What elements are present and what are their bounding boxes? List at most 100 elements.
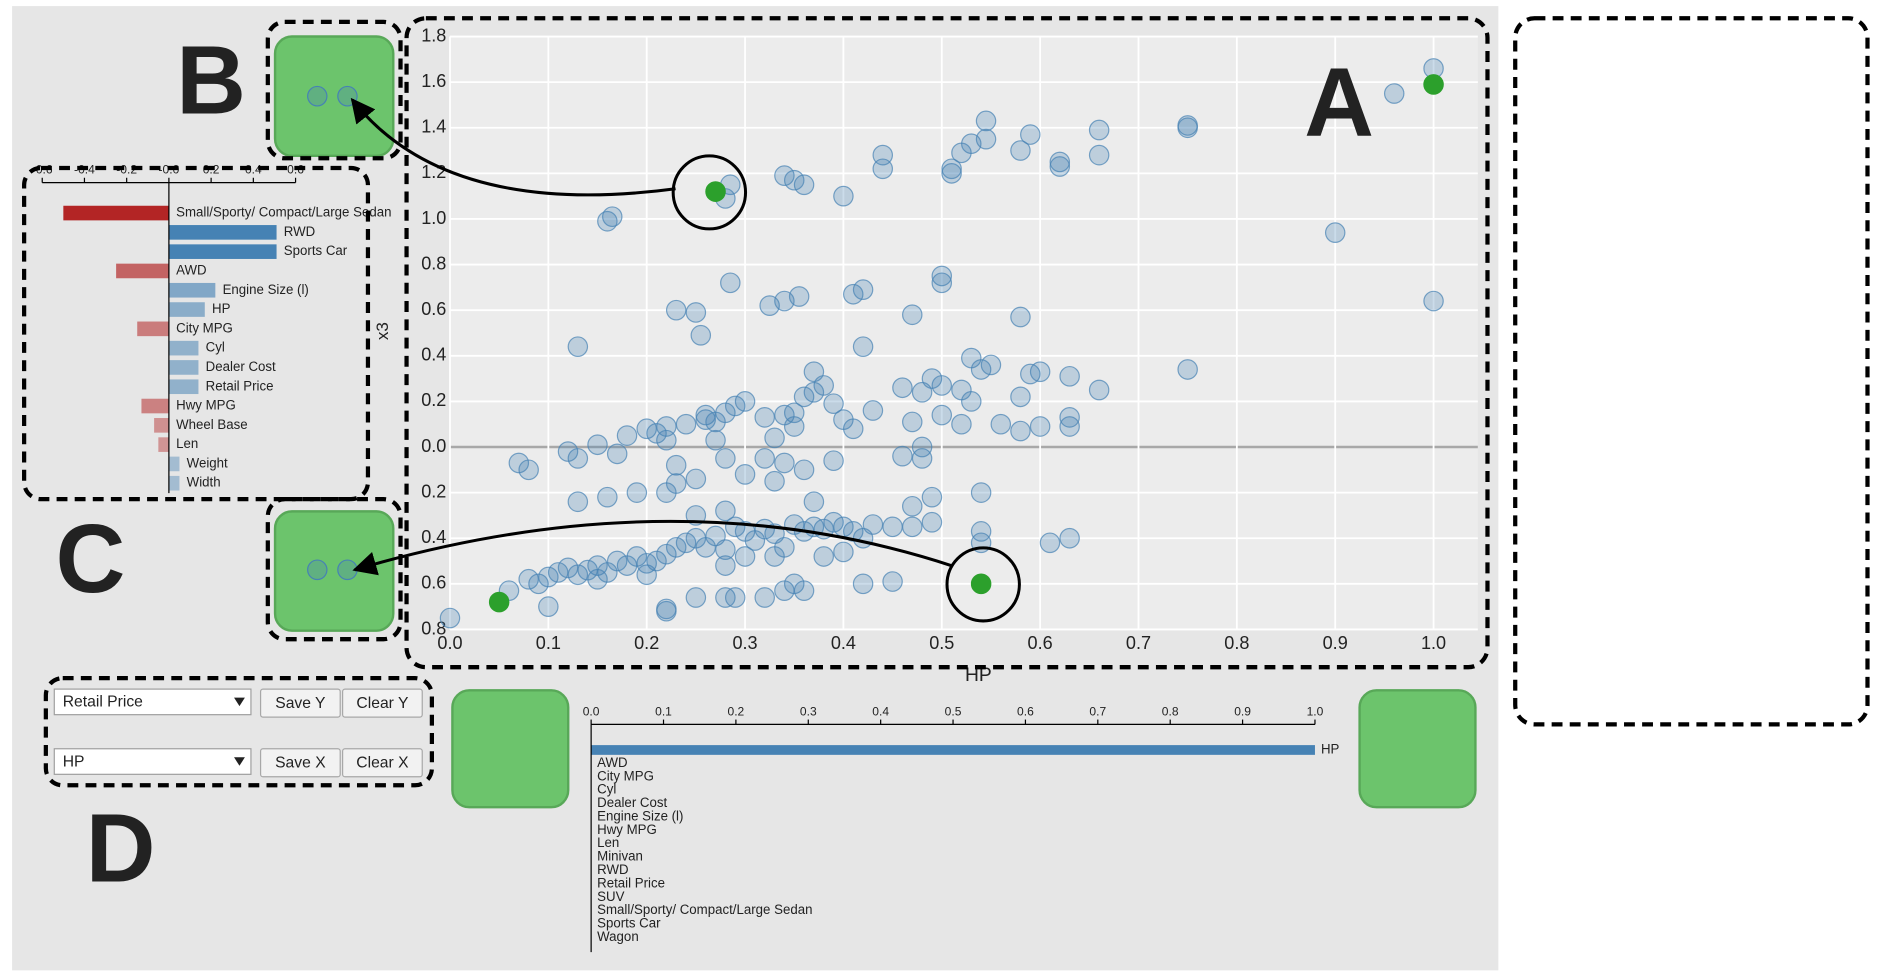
car-point[interactable] [774, 165, 795, 186]
car-point[interactable] [754, 448, 775, 469]
car-point[interactable] [636, 564, 657, 586]
car-point[interactable] [892, 445, 913, 467]
car-point[interactable] [813, 375, 834, 396]
car-point[interactable] [439, 607, 461, 629]
car-point[interactable] [793, 174, 815, 196]
car-point[interactable] [715, 448, 736, 469]
car-point[interactable] [788, 286, 810, 307]
car-point[interactable] [931, 272, 953, 294]
car-point[interactable] [823, 393, 844, 415]
saved-y-thumbnail[interactable] [273, 35, 395, 158]
car-point[interactable] [656, 429, 677, 451]
car-point[interactable] [606, 443, 628, 465]
car-point[interactable] [715, 500, 736, 522]
car-point[interactable] [764, 427, 785, 449]
car-point[interactable] [852, 336, 874, 358]
car-point[interactable] [675, 532, 697, 554]
car-point[interactable] [852, 279, 874, 301]
car-point[interactable] [1049, 151, 1071, 173]
car-point[interactable] [774, 452, 795, 474]
car-point[interactable] [547, 562, 569, 583]
car-point[interactable] [813, 546, 834, 567]
car-point[interactable] [911, 448, 933, 469]
car-point[interactable] [685, 302, 707, 323]
car-point[interactable] [567, 448, 589, 469]
button-label[interactable]: Clear Y [356, 695, 408, 712]
car-point[interactable] [1059, 407, 1080, 428]
car-point[interactable] [892, 377, 913, 399]
car-point[interactable] [902, 304, 923, 326]
car-point[interactable] [990, 413, 1012, 435]
car-point[interactable] [665, 473, 687, 494]
car-point[interactable] [1059, 365, 1080, 387]
car-point[interactable] [1059, 416, 1080, 437]
car-point[interactable] [734, 546, 756, 567]
car-point[interactable] [842, 283, 864, 305]
selected-car-point[interactable] [705, 181, 726, 202]
car-point[interactable] [656, 598, 677, 620]
car-point[interactable] [941, 163, 962, 184]
car-point[interactable] [606, 550, 628, 572]
car-point[interactable] [1059, 527, 1080, 549]
car-point[interactable] [911, 436, 933, 458]
car-point[interactable] [1088, 379, 1110, 401]
car-point[interactable] [970, 359, 992, 380]
car-point[interactable] [597, 486, 618, 508]
car-point[interactable] [685, 468, 707, 490]
car-point[interactable] [941, 158, 962, 180]
car-point[interactable] [862, 514, 884, 535]
car-point[interactable] [793, 386, 815, 408]
car-point[interactable] [1010, 140, 1031, 161]
car-point[interactable] [882, 516, 903, 538]
car-point[interactable] [931, 265, 953, 287]
car-point[interactable] [833, 541, 854, 563]
button[interactable] [259, 688, 341, 718]
selected-car-point[interactable] [1423, 74, 1444, 95]
car-point[interactable] [921, 486, 943, 508]
button-label[interactable]: Save Y [275, 695, 326, 712]
car-point[interactable] [1029, 416, 1051, 437]
car-point[interactable] [1010, 420, 1031, 442]
car-point[interactable] [975, 110, 997, 132]
car-point[interactable] [862, 400, 884, 421]
car-point[interactable] [734, 391, 756, 412]
car-point[interactable] [970, 482, 992, 503]
car-point[interactable] [567, 491, 589, 513]
car-point[interactable] [720, 272, 741, 294]
selected-car-point[interactable] [970, 573, 992, 595]
car-point[interactable] [754, 587, 775, 608]
button[interactable] [342, 748, 423, 778]
car-point[interactable] [1177, 117, 1198, 139]
car-point[interactable] [970, 521, 992, 542]
car-point[interactable] [715, 555, 736, 576]
car-point[interactable] [1324, 222, 1346, 243]
car-point[interactable] [902, 516, 923, 538]
car-point[interactable] [1088, 119, 1110, 141]
car-point[interactable] [1029, 361, 1051, 383]
saved-x-thumbnail[interactable] [1358, 689, 1477, 809]
saved-y-thumbnail[interactable] [273, 510, 395, 632]
car-point[interactable] [518, 568, 539, 590]
car-point[interactable] [872, 158, 894, 180]
button[interactable] [259, 748, 341, 778]
car-point[interactable] [665, 454, 687, 476]
car-point[interactable] [823, 450, 844, 472]
car-point[interactable] [567, 336, 589, 358]
car-point[interactable] [675, 413, 697, 435]
car-point[interactable] [754, 407, 775, 428]
car-point[interactable] [1020, 124, 1041, 145]
car-point[interactable] [980, 354, 1002, 376]
car-point[interactable] [842, 418, 864, 440]
car-point[interactable] [636, 418, 657, 440]
car-point[interactable] [1177, 359, 1198, 380]
car-point[interactable] [783, 169, 805, 191]
car-point[interactable] [764, 470, 785, 492]
car-point[interactable] [567, 564, 589, 586]
car-point[interactable] [665, 299, 687, 321]
car-point[interactable] [1088, 144, 1110, 166]
attribute-select[interactable] [53, 748, 252, 775]
car-point[interactable] [1039, 532, 1061, 554]
car-point[interactable] [931, 404, 953, 426]
car-point[interactable] [734, 464, 756, 485]
car-point[interactable] [902, 495, 923, 517]
